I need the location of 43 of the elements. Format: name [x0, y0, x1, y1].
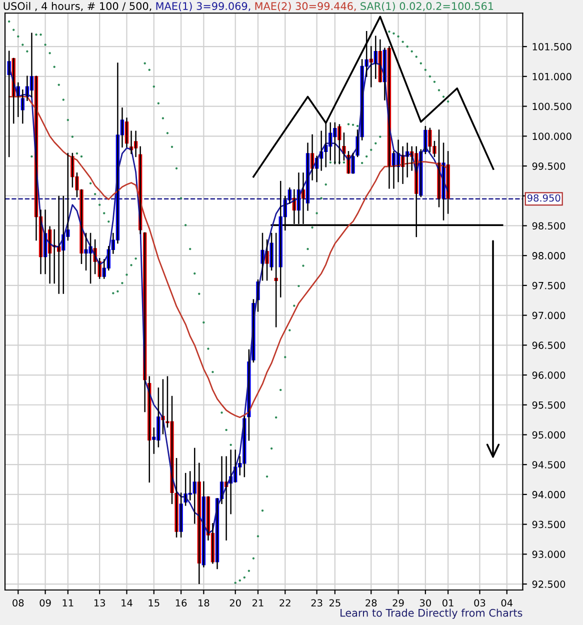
y-tick-label: 94.000	[532, 490, 566, 498]
chart-title: USOil , 4 hours, # 100 / 500,	[4, 2, 152, 12]
ref-line-label: 98.950	[527, 194, 560, 202]
y-tick-label: 98.500	[532, 222, 566, 230]
y-tick-label: 93.500	[532, 520, 566, 528]
x-tick-label: 15	[148, 599, 160, 607]
text: MAE(2) 30=99.446,	[255, 2, 356, 12]
x-tick-label: 16	[176, 599, 187, 607]
y-tick-label: 100.000	[532, 132, 572, 140]
x-tick-label: 08	[12, 599, 24, 607]
x-tick-label: 18	[198, 599, 210, 607]
x-tick-label: 20	[230, 599, 241, 607]
y-tick-label: 92.500	[532, 580, 566, 588]
y-tick-label: 95.500	[532, 401, 566, 409]
x-tick-label: 11	[62, 599, 74, 606]
y-tick-label: 97.500	[532, 282, 566, 290]
y-tick-label: 101.500	[532, 43, 572, 50]
y-tick-label: 95.000	[532, 431, 566, 439]
y-tick-label: 96.500	[532, 342, 566, 349]
x-tick-label: 28	[366, 599, 377, 607]
x-tick-label: 29	[392, 599, 404, 607]
x-tick-label: 03	[474, 599, 486, 607]
x-tick-label: 09	[40, 599, 51, 607]
x-tick-label: 13	[94, 599, 105, 607]
x-tick-label: 22	[280, 599, 290, 606]
y-tick-label: 98.000	[532, 252, 566, 260]
y-tick-label: 93.000	[532, 550, 566, 558]
x-tick-label: 14	[122, 599, 132, 606]
y-tick-label: 94.500	[532, 461, 566, 468]
y-tick-label: 96.000	[532, 371, 566, 379]
x-tick-label: 25	[329, 599, 340, 607]
y-tick-label: 100.500	[532, 102, 572, 110]
text: SAR(1) 0.02,0.2=100.561	[360, 2, 494, 12]
x-tick-label: 21	[252, 599, 264, 606]
x-tick-label: 01	[442, 599, 454, 607]
x-tick-label: 23	[311, 599, 322, 607]
y-tick-label: 99.500	[532, 162, 566, 170]
text: MAE(1) 3=99.069,	[156, 2, 250, 12]
x-tick-label: 30	[420, 599, 431, 607]
text: Learn to Trade Directly from Charts	[340, 608, 522, 619]
y-tick-label: 97.000	[532, 312, 566, 320]
y-tick-label: 101.000	[532, 72, 572, 80]
x-tick-label: 04	[501, 599, 513, 607]
